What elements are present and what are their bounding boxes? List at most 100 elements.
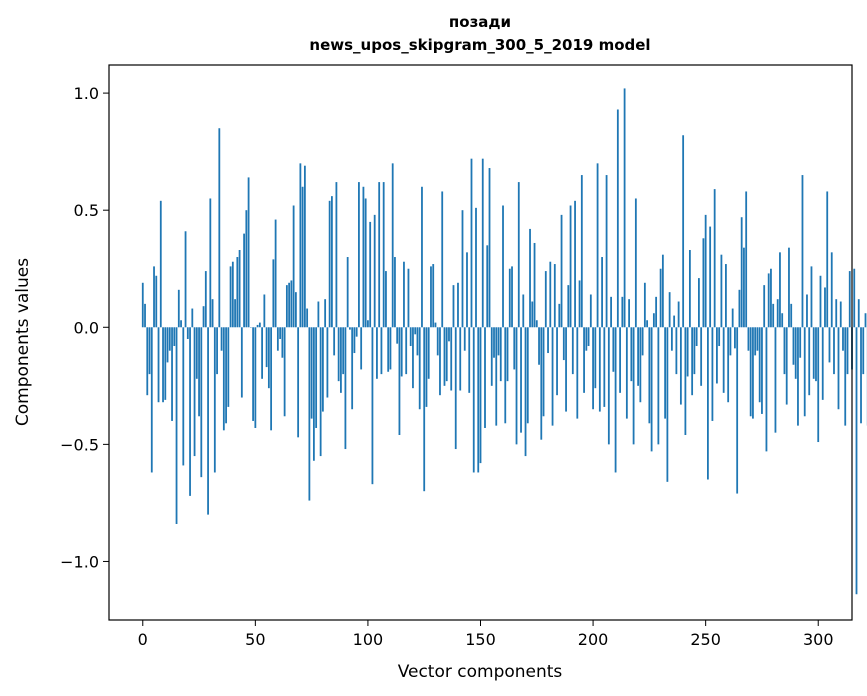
bar-3 (148, 327, 151, 375)
bar-298 (812, 327, 815, 379)
bar-292 (799, 327, 802, 358)
bar-276 (763, 285, 766, 328)
bar-22 (191, 308, 194, 328)
bar-0 (141, 282, 144, 328)
bar-134 (443, 327, 446, 386)
bar-274 (758, 327, 761, 403)
bar-212 (619, 327, 621, 393)
bar-192 (574, 200, 576, 328)
bar-107 (382, 182, 385, 328)
bar-23 (193, 327, 196, 457)
bar-258 (722, 327, 725, 393)
x-tick-label-300: 300 (803, 630, 834, 649)
bar-82 (326, 327, 329, 398)
bar-230 (659, 268, 662, 328)
bar-73 (306, 308, 309, 328)
bar-205 (603, 327, 606, 407)
bar-33 (216, 327, 218, 375)
bar-220 (637, 327, 640, 386)
bar-304 (826, 191, 829, 328)
bar-64 (285, 285, 288, 328)
bar-47 (247, 177, 250, 328)
bar-19 (184, 231, 187, 328)
bar-159 (499, 327, 502, 382)
bar-102 (371, 327, 374, 485)
bar-11 (166, 327, 169, 363)
bar-166 (515, 327, 518, 445)
y-tick-label-4: 1.0 (74, 84, 99, 103)
x-tick-label-0: 0 (138, 630, 148, 649)
bar-179 (544, 271, 547, 328)
bar-265 (738, 289, 741, 328)
bar-280 (772, 303, 775, 328)
bar-184 (556, 327, 558, 396)
bar-43 (238, 250, 241, 328)
bar-93 (351, 327, 354, 410)
bar-224 (646, 320, 649, 328)
bar-40 (231, 261, 234, 328)
bar-5 (153, 266, 155, 328)
bar-228 (655, 296, 658, 328)
bar-235 (670, 327, 673, 351)
bar-98 (362, 186, 365, 328)
bar-42 (236, 257, 239, 328)
bar-299 (815, 327, 817, 382)
bar-188 (565, 327, 567, 412)
bar-106 (380, 327, 383, 375)
bar-35 (220, 327, 223, 351)
bar-167 (517, 182, 520, 328)
bar-249 (702, 238, 705, 328)
bar-199 (589, 294, 592, 328)
x-tick-label-150: 150 (465, 630, 496, 649)
bar-180 (547, 327, 549, 354)
bar-240 (682, 135, 685, 328)
bar-16 (177, 289, 180, 328)
bar-193 (576, 327, 579, 419)
bar-141 (459, 327, 462, 391)
bar-229 (657, 327, 660, 445)
bar-300 (817, 327, 820, 443)
bar-206 (605, 175, 608, 328)
bar-28 (204, 271, 207, 328)
bar-89 (342, 327, 345, 375)
bar-168 (520, 327, 522, 433)
bar-116 (403, 261, 405, 328)
bar-268 (745, 191, 748, 328)
bar-79 (319, 327, 322, 457)
bar-104 (376, 327, 378, 379)
bar-77 (315, 327, 318, 428)
bar-2 (146, 327, 149, 396)
bar-204 (601, 257, 603, 328)
bar-285 (783, 327, 786, 375)
bar-55 (265, 327, 268, 368)
bar-128 (430, 266, 432, 328)
bar-44 (240, 327, 243, 398)
bar-72 (303, 165, 306, 328)
bar-317 (855, 327, 858, 595)
bar-247 (698, 278, 700, 328)
bar-174 (533, 242, 536, 328)
bar-17 (180, 320, 182, 328)
bar-301 (819, 275, 822, 328)
x-axis-label: Vector components (398, 662, 563, 682)
bar-149 (477, 327, 480, 473)
bar-83 (328, 200, 331, 328)
bar-286 (785, 327, 788, 405)
bar-281 (774, 327, 777, 433)
bar-257 (720, 254, 723, 328)
bar-38 (227, 327, 230, 407)
bar-239 (679, 327, 682, 405)
bar-182 (551, 327, 554, 426)
bar-233 (666, 327, 669, 482)
bar-272 (754, 327, 757, 356)
bar-53 (261, 327, 263, 379)
bar-147 (472, 327, 475, 473)
bar-9 (162, 327, 164, 403)
bar-214 (623, 88, 626, 328)
bar-119 (409, 327, 412, 347)
bar-114 (398, 327, 401, 435)
bar-222 (641, 327, 644, 356)
bar-185 (558, 303, 561, 328)
bar-45 (243, 233, 245, 328)
bar-217 (630, 327, 633, 382)
